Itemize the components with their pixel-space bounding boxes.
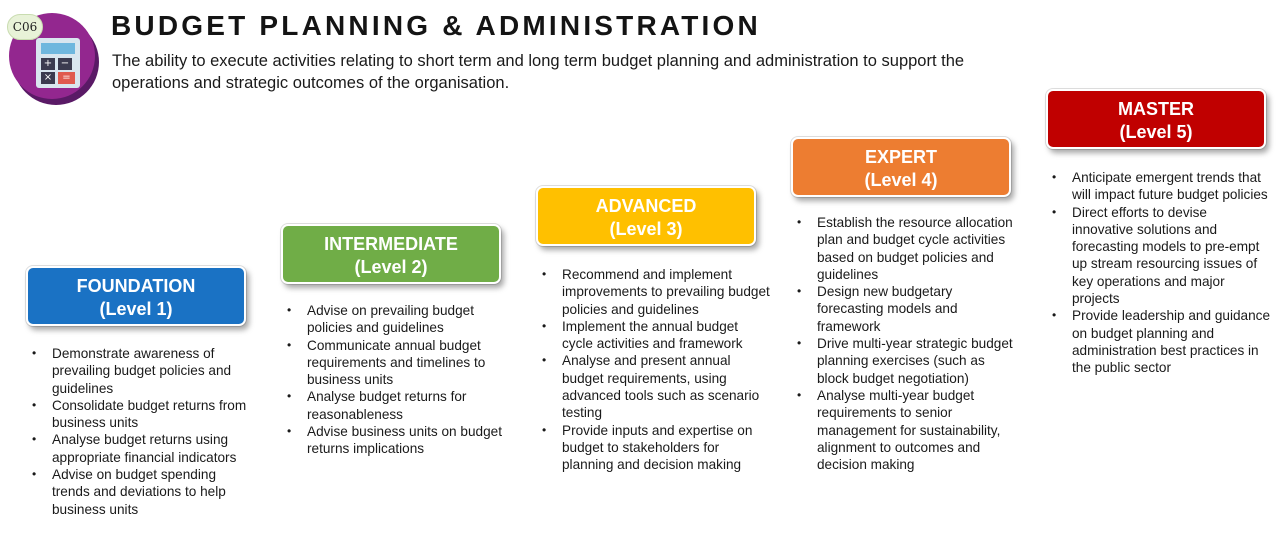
level-2-box: INTERMEDIATE (Level 2) <box>280 223 502 285</box>
list-item: Drive multi-year strategic budget planni… <box>793 335 1019 387</box>
list-item: Analyse budget returns using appropriate… <box>28 431 248 466</box>
level-1-box: FOUNDATION (Level 1) <box>25 265 247 327</box>
calculator-screen <box>41 43 75 54</box>
list-item: Analyse multi-year budget requirements t… <box>793 387 1019 473</box>
list-item: Provide inputs and expertise on budget t… <box>538 422 770 474</box>
level-3-label: (Level 3) <box>609 219 683 239</box>
list-item: Advise on prevailing budget policies and… <box>283 302 511 337</box>
competency-code: C06 <box>7 14 43 40</box>
level-5-box: MASTER (Level 5) <box>1045 88 1267 150</box>
level-3-box: ADVANCED (Level 3) <box>535 185 757 247</box>
page-title: BUDGET PLANNING & ADMINISTRATION <box>111 10 761 41</box>
level-4-list: Establish the resource allocation plan a… <box>793 214 1019 473</box>
level-3-list: Recommend and implement improvements to … <box>538 266 770 474</box>
calculator-icon: + − × = <box>36 38 80 88</box>
list-item: Design new budgetary forecasting models … <box>793 283 1019 335</box>
list-item: Provide leadership and guidance on budge… <box>1048 307 1270 376</box>
level-4-box: EXPERT (Level 4) <box>790 136 1012 198</box>
list-item: Advise business units on budget returns … <box>283 423 511 458</box>
level-5-name: MASTER <box>1118 99 1194 119</box>
competency-description: The ability to execute activities relati… <box>112 52 965 92</box>
level-4-label: (Level 4) <box>864 170 938 190</box>
level-3-name: ADVANCED <box>595 196 697 216</box>
list-item: Implement the annual budget cycle activi… <box>538 318 770 353</box>
list-item: Recommend and implement improvements to … <box>538 266 770 318</box>
list-item: Direct efforts to devise innovative solu… <box>1048 204 1270 308</box>
list-item: Communicate annual budget requirements a… <box>283 337 511 389</box>
list-item: Anticipate emergent trends that will imp… <box>1048 169 1270 204</box>
level-4-name: EXPERT <box>864 147 938 167</box>
level-1-label: (Level 1) <box>99 299 173 319</box>
list-item: Advise on budget spending trends and dev… <box>28 466 248 518</box>
level-2-label: (Level 2) <box>354 257 428 277</box>
list-item: Demonstrate awareness of prevailing budg… <box>28 345 248 397</box>
competency-badge: C06 + − × = <box>7 11 99 105</box>
level-1-list: Demonstrate awareness of prevailing budg… <box>28 345 248 518</box>
list-item: Analyse budget returns for reasonablenes… <box>283 388 511 423</box>
level-5-label: (Level 5) <box>1119 122 1193 142</box>
list-item: Establish the resource allocation plan a… <box>793 214 1019 283</box>
level-5-list: Anticipate emergent trends that will imp… <box>1048 169 1270 377</box>
list-item: Analyse and present annual budget requir… <box>538 352 770 421</box>
level-2-list: Advise on prevailing budget policies and… <box>283 302 511 458</box>
list-item: Consolidate budget returns from business… <box>28 397 248 432</box>
level-2-name: INTERMEDIATE <box>324 234 458 254</box>
level-1-name: FOUNDATION <box>76 276 196 296</box>
